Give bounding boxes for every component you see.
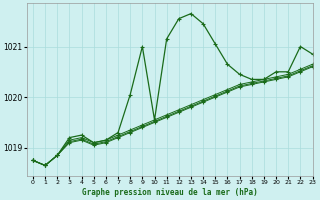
X-axis label: Graphe pression niveau de la mer (hPa): Graphe pression niveau de la mer (hPa)	[82, 188, 258, 197]
